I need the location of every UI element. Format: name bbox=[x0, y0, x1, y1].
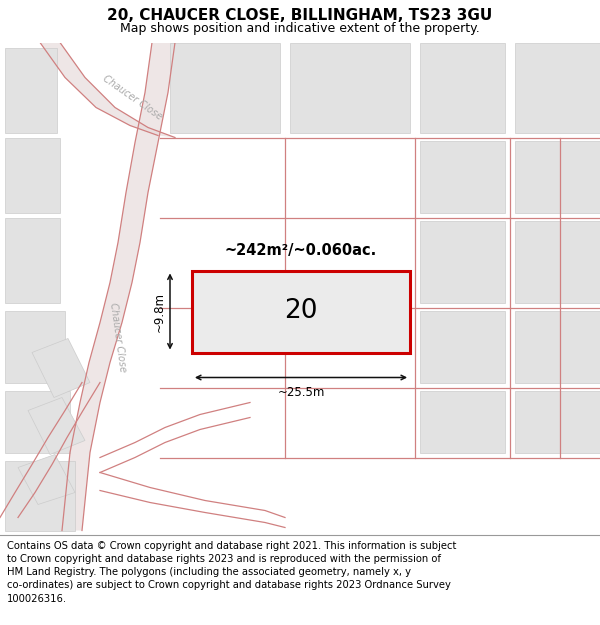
Bar bbox=[5, 391, 70, 452]
Text: ~25.5m: ~25.5m bbox=[277, 386, 325, 399]
Text: Map shows position and indicative extent of the property.: Map shows position and indicative extent… bbox=[120, 22, 480, 35]
Bar bbox=[420, 141, 505, 212]
Bar bbox=[515, 141, 600, 212]
Bar bbox=[5, 461, 75, 531]
Bar bbox=[420, 42, 505, 132]
Text: Chaucer Close: Chaucer Close bbox=[108, 302, 128, 373]
Polygon shape bbox=[28, 398, 85, 454]
Bar bbox=[5, 311, 65, 382]
Bar bbox=[515, 391, 600, 452]
Polygon shape bbox=[18, 454, 75, 504]
Text: ~242m²/~0.060ac.: ~242m²/~0.060ac. bbox=[225, 244, 377, 259]
Bar bbox=[290, 42, 410, 132]
Bar bbox=[5, 217, 60, 302]
Polygon shape bbox=[40, 42, 175, 138]
Bar bbox=[420, 391, 505, 452]
Text: Contains OS data © Crown copyright and database right 2021. This information is : Contains OS data © Crown copyright and d… bbox=[7, 541, 457, 604]
Bar bbox=[420, 221, 505, 302]
Bar bbox=[515, 311, 600, 382]
Bar bbox=[420, 311, 505, 382]
Polygon shape bbox=[62, 42, 175, 531]
Text: Chaucer Close: Chaucer Close bbox=[100, 73, 164, 122]
Bar bbox=[192, 271, 410, 352]
Bar bbox=[515, 221, 600, 302]
Text: ~9.8m: ~9.8m bbox=[153, 291, 166, 331]
Text: 20, CHAUCER CLOSE, BILLINGHAM, TS23 3GU: 20, CHAUCER CLOSE, BILLINGHAM, TS23 3GU bbox=[107, 9, 493, 24]
Bar bbox=[5, 48, 57, 132]
Bar bbox=[170, 42, 280, 132]
Bar bbox=[5, 138, 60, 212]
Bar bbox=[515, 42, 600, 132]
Text: 20: 20 bbox=[284, 299, 318, 324]
Polygon shape bbox=[32, 339, 90, 398]
